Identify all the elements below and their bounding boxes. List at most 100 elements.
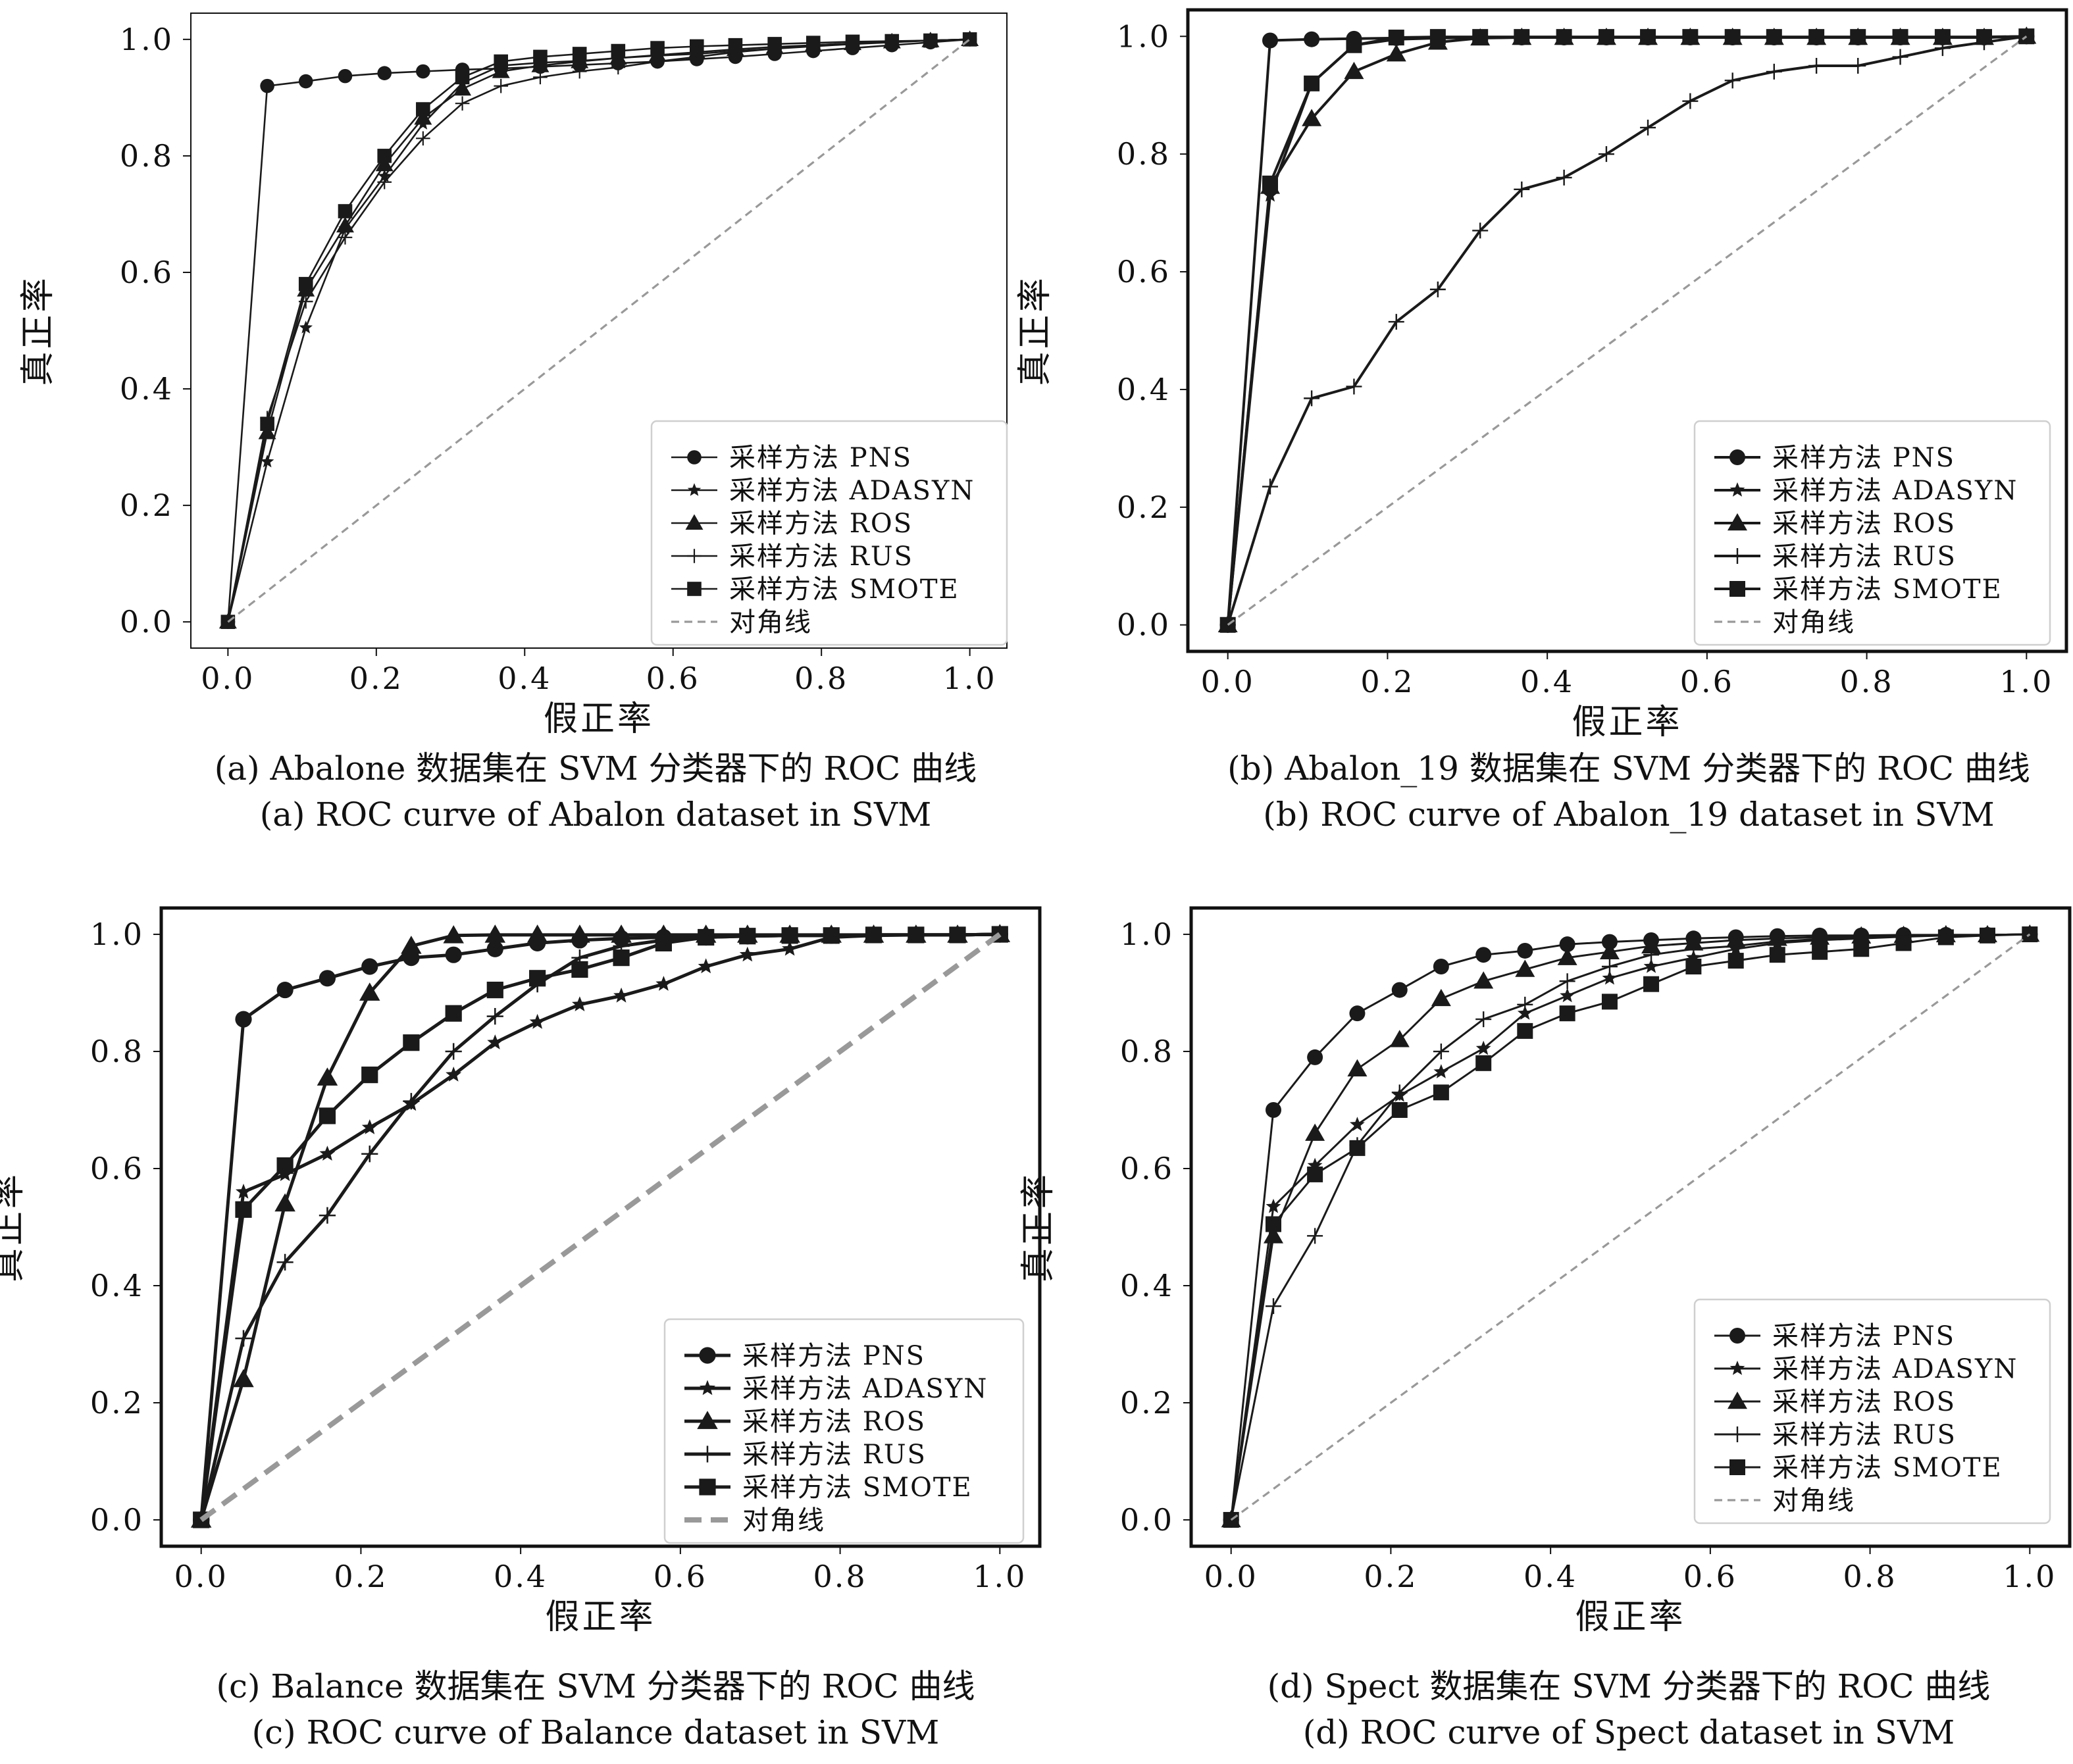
- legend-box: [1693, 420, 2051, 646]
- data-point-square: [1850, 29, 1866, 45]
- legend-marker-triangle: [1728, 513, 1747, 531]
- data-point-triangle: [1515, 959, 1535, 977]
- legend-marker-plus: [699, 1446, 716, 1463]
- data-point-triangle: [336, 216, 354, 233]
- legend-marker-circle: [699, 1347, 716, 1364]
- y-tick-label: 0.2: [1117, 490, 1171, 525]
- data-point-square: [1769, 947, 1785, 963]
- data-point-plus: [1728, 938, 1744, 954]
- data-point-square: [298, 276, 313, 291]
- legend-marker-triangle: [1728, 1392, 1747, 1409]
- legend-label: 采样方法 RUS: [742, 1440, 927, 1470]
- data-point-square: [650, 41, 665, 55]
- legend-label: 采样方法 ROS: [1772, 509, 1956, 539]
- data-point-circle: [235, 1011, 252, 1028]
- data-point-square: [338, 204, 353, 218]
- data-point-square: [728, 38, 743, 53]
- data-point-square: [260, 416, 274, 431]
- series-square: [193, 926, 1008, 1528]
- y-axis-title: 真正率: [0, 1172, 28, 1282]
- data-point-circle: [377, 66, 392, 80]
- data-point-square: [1853, 941, 1870, 957]
- data-point-star: [236, 1184, 251, 1199]
- data-point-plus: [650, 54, 665, 69]
- legend-label: 对角线: [1772, 1486, 1855, 1516]
- data-point-circle: [1304, 31, 1320, 47]
- data-point-plus: [416, 131, 430, 146]
- y-tick-label: 0.8: [1120, 1034, 1174, 1069]
- y-tick-label: 0.4: [1120, 1268, 1174, 1303]
- data-point-triangle: [1344, 61, 1364, 80]
- caption-chinese: (d) Spect 数据集在 SVM 分类器下的 ROC 曲线: [1267, 1667, 1991, 1705]
- legend-label: 采样方法 SMOTE: [729, 574, 960, 605]
- y-axis-title: 真正率: [1019, 1172, 1058, 1282]
- x-tick-label: 0.0: [1201, 664, 1255, 699]
- data-point-plus: [1304, 390, 1320, 407]
- x-tick-label: 0.2: [349, 661, 403, 696]
- data-point-plus: [533, 70, 548, 85]
- data-point-square: [1391, 1102, 1408, 1119]
- y-tick-label: 0.0: [1120, 1502, 1174, 1538]
- data-point-triangle: [526, 924, 548, 943]
- x-tick-label: 0.8: [794, 661, 848, 696]
- data-point-triangle: [443, 925, 464, 944]
- data-point-star: [1602, 970, 1618, 985]
- y-tick-label: 0.0: [90, 1502, 144, 1538]
- data-point-plus: [1307, 1228, 1323, 1244]
- y-tick-label: 1.0: [90, 917, 144, 952]
- series-diagonal: [199, 932, 1002, 1523]
- data-point-square: [416, 102, 430, 116]
- data-point-star: [1475, 1040, 1491, 1055]
- data-point-circle: [338, 68, 353, 84]
- data-point-plus: [1685, 941, 1702, 957]
- legend-label: 对角线: [729, 607, 812, 638]
- data-point-triangle: [1302, 109, 1322, 126]
- data-point-plus: [1472, 222, 1489, 239]
- data-point-square: [690, 39, 704, 54]
- data-point-square: [1517, 1022, 1533, 1039]
- data-point-plus: [1517, 996, 1533, 1013]
- data-point-square: [845, 34, 860, 49]
- data-point-square: [1937, 929, 1954, 945]
- data-point-plus: [1429, 281, 1446, 297]
- data-point-triangle: [1599, 942, 1620, 959]
- data-point-square: [319, 1107, 336, 1124]
- caption-chinese: (a) Abalone 数据集在 SVM 分类器下的 ROC 曲线: [215, 749, 977, 788]
- legend-marker-star: [1729, 1361, 1745, 1375]
- data-point-plus: [319, 1207, 336, 1224]
- x-tick-label: 0.4: [498, 661, 551, 696]
- data-point-square: [533, 49, 548, 64]
- data-point-triangle: [274, 1193, 295, 1212]
- diagonal-reference-line: [1230, 933, 2031, 1521]
- legend-label: 采样方法 RUS: [729, 542, 913, 572]
- data-point-circle: [1391, 982, 1408, 998]
- legend-label: 采样方法 SMOTE: [742, 1473, 973, 1503]
- data-point-plus: [403, 1093, 420, 1110]
- legend-marker-circle: [1729, 449, 1745, 465]
- data-point-square: [1895, 935, 1912, 951]
- data-point-triangle: [359, 982, 380, 1001]
- legend-box: [650, 420, 1008, 646]
- legend-marker-square: [699, 1478, 716, 1496]
- data-point-star: [487, 1034, 503, 1049]
- legend-marker-square: [1729, 1459, 1745, 1475]
- legend-box: [1693, 1298, 2051, 1525]
- legend-label: 采样方法 PNS: [742, 1341, 925, 1371]
- data-point-circle: [445, 946, 462, 963]
- data-point-triangle: [1389, 1030, 1410, 1047]
- data-point-circle: [486, 940, 503, 957]
- y-tick-label: 0.8: [1117, 136, 1171, 172]
- data-point-square: [611, 43, 626, 59]
- data-point-square: [613, 949, 630, 967]
- legend-label: 对角线: [742, 1505, 825, 1536]
- data-point-plus: [1766, 63, 1782, 80]
- data-point-plus: [1724, 72, 1741, 89]
- data-point-triangle: [401, 936, 422, 954]
- data-point-circle: [1475, 947, 1492, 963]
- legend-marker-square: [1729, 581, 1745, 597]
- roc-panel-b: 0.0 0.2 0.4 0.6 0.8 1.0 0.0 0.2 0.4 0.6 0.8 1.0 假正率 真…: [1015, 8, 2068, 834]
- data-point-triangle: [453, 80, 472, 96]
- y-tick-label: 0.2: [90, 1385, 144, 1421]
- data-point-star: [319, 1146, 336, 1161]
